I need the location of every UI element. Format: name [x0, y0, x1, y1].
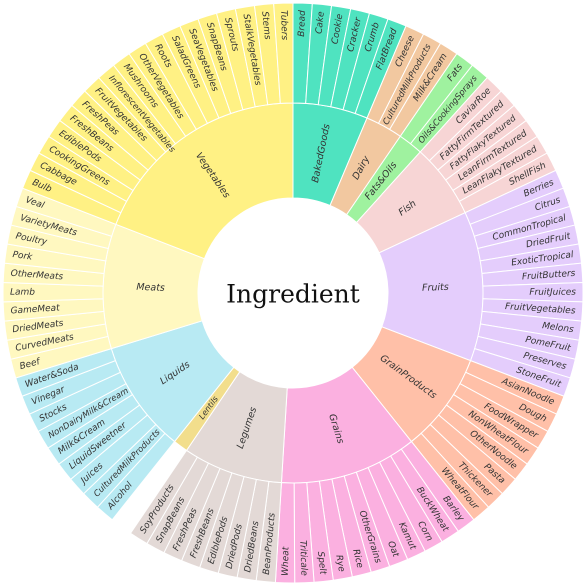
inner-ring	[102, 102, 484, 484]
leaf-label-fruits-melons: Melons	[541, 321, 574, 335]
chart-title: Ingredient	[226, 280, 360, 309]
leaf-label-grains-wheat: Wheat	[281, 546, 292, 576]
leaf-label-bakedgoods-cake: Cake	[315, 11, 327, 35]
leaf-legumes-soyproducts[interactable]	[129, 449, 198, 545]
leaf-label-vegetables-tubers: Tubers	[278, 10, 289, 41]
category-label-fruits: Fruits	[422, 282, 449, 294]
leaf-label-meats-lamb: Lamb	[10, 288, 35, 298]
leaf-label-bakedgoods-bread: Bread	[297, 10, 308, 37]
leaf-label-meats-gamemeat: GameMeat	[10, 303, 60, 316]
leaf-label-meats-pork: Pork	[12, 250, 34, 263]
leaf-label-grains-spelt: Spelt	[315, 551, 327, 575]
leaf-label-fruits-fruitjuices: FruitJuices	[529, 288, 576, 298]
leaf-label-grains-rye: Rye	[333, 554, 346, 573]
leaf-label-fruits-fruitvegetables: FruitVegetables	[505, 302, 576, 316]
leaf-label-grains-rice: Rice	[350, 548, 364, 570]
leaf-label-vegetables-stems: Stems	[259, 11, 272, 40]
leaf-label-grains-triticale: Triticale	[297, 540, 308, 576]
leaf-vegetables-tubers[interactable]	[273, 2, 294, 104]
leaf-label-fruits-fruitbutters: FruitButters	[522, 269, 576, 283]
category-label-meats: Meats	[136, 282, 165, 294]
leaf-label-meats-othermeats: OtherMeats	[10, 269, 63, 283]
